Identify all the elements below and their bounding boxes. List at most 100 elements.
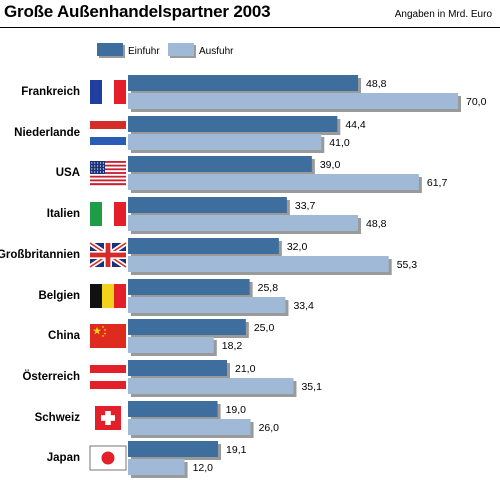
chart-row: Österreich 21,0 35,1	[22, 360, 322, 397]
flag-stripe	[102, 284, 114, 308]
value-label: 25,0	[254, 322, 275, 334]
flag-stripe	[90, 172, 126, 175]
flag-star	[102, 168, 104, 170]
chart-rows: Frankreich 48,8 70,0 Niederlande 44,4 41,0 USA…	[0, 75, 487, 478]
bar-einfuhr	[128, 441, 219, 457]
bar-ausfuhr	[128, 93, 458, 109]
category-label: USA	[56, 167, 80, 179]
bar-einfuhr	[128, 197, 287, 213]
flag-stripe	[90, 365, 126, 373]
category-label: Niederlande	[14, 127, 80, 139]
value-label: 44,4	[345, 119, 366, 131]
legend-label: Ausfuhr	[199, 46, 234, 57]
bar-ausfuhr	[128, 174, 419, 190]
value-label: 21,0	[235, 363, 256, 375]
flag-stripe	[90, 164, 126, 167]
value-label: 48,8	[366, 78, 387, 90]
bar-ausfuhr	[128, 378, 294, 394]
flag-star	[102, 162, 104, 164]
bar-einfuhr	[128, 156, 312, 172]
flag-stripe	[90, 162, 126, 165]
value-label: 55,3	[397, 259, 418, 271]
bar-ausfuhr	[128, 215, 359, 231]
chart-row: Großbritannien 32,0 55,3	[0, 238, 417, 275]
flag-stripe	[114, 80, 126, 104]
value-label: 18,2	[222, 340, 243, 352]
flag-star	[101, 334, 105, 338]
flag-stripe	[90, 183, 126, 186]
flag-stripe	[90, 166, 126, 169]
value-label: 35,1	[301, 381, 322, 393]
value-label: 48,8	[366, 218, 387, 230]
category-label: China	[48, 330, 81, 342]
flag-stripe	[90, 121, 126, 129]
chart-row: China 25,0 18,2	[48, 319, 274, 356]
value-label: 33,7	[295, 200, 316, 212]
bar-einfuhr	[128, 319, 246, 335]
category-label: Italien	[47, 208, 80, 220]
flag-stripe	[102, 80, 114, 104]
value-label: 33,4	[293, 300, 314, 312]
value-label: 26,0	[259, 422, 280, 434]
bar-einfuhr	[128, 75, 359, 91]
flag-cross	[90, 252, 126, 258]
flag-star	[94, 171, 96, 173]
chart-row: Schweiz 19,0 26,0	[35, 401, 280, 438]
category-label: Schweiz	[35, 412, 81, 424]
flag-stripe	[90, 137, 126, 145]
flag-stripe	[90, 381, 126, 389]
legend-swatch-einfuhr	[97, 43, 123, 56]
flag-star	[99, 171, 102, 173]
flag-stripe	[90, 161, 126, 164]
flag-stripe	[90, 284, 102, 308]
legend: Einfuhr Ausfuhr	[97, 43, 234, 58]
chart-row: Japan 19,1 12,0	[47, 441, 247, 478]
flag-stripe	[90, 168, 126, 171]
flag-star	[99, 162, 102, 164]
title-rule	[0, 27, 500, 28]
value-label: 19,1	[226, 444, 247, 456]
flag-star	[99, 165, 102, 167]
bar-ausfuhr	[128, 297, 286, 313]
flag-star	[94, 165, 96, 167]
value-label: 61,7	[427, 177, 448, 189]
flag-star	[91, 165, 93, 167]
flag-stripe	[90, 170, 126, 173]
value-label: 12,0	[193, 462, 214, 474]
flag-stripe	[90, 202, 102, 226]
flag-stripe	[114, 202, 126, 226]
flag-stripe	[90, 179, 126, 182]
flag-stripe	[90, 181, 126, 184]
bar-einfuhr	[128, 238, 279, 254]
flag-stripe	[90, 80, 102, 104]
flag-stripe	[90, 173, 126, 176]
legend-label: Einfuhr	[128, 46, 160, 57]
flag-field	[90, 324, 126, 348]
bar-ausfuhr	[128, 256, 389, 272]
flag-star	[97, 168, 99, 170]
flag-star	[99, 168, 102, 170]
unit-note: Angaben in Mrd. Euro	[394, 9, 492, 20]
bar-einfuhr	[128, 279, 250, 295]
bar-einfuhr	[128, 401, 218, 417]
chart-title: Große Außenhandelspartner 2003	[4, 2, 271, 21]
flag-star	[94, 168, 96, 170]
flag-star	[102, 171, 104, 173]
flag-stripe	[90, 129, 126, 137]
bar-ausfuhr	[128, 337, 214, 353]
value-label: 32,0	[287, 241, 308, 253]
legend-swatch-ausfuhr	[168, 43, 194, 56]
flag-canton	[90, 161, 105, 174]
flag-star	[91, 171, 93, 173]
category-label: Belgien	[38, 290, 80, 302]
bar-ausfuhr	[128, 419, 251, 435]
flag-star	[101, 325, 105, 329]
chart-row: Niederlande 44,4 41,0	[14, 116, 366, 153]
category-label: Österreich	[22, 370, 80, 383]
flag-star	[91, 168, 93, 170]
bar-einfuhr	[128, 360, 227, 376]
flag-star	[103, 328, 107, 332]
value-label: 41,0	[329, 137, 350, 149]
category-label: Frankreich	[21, 86, 80, 98]
